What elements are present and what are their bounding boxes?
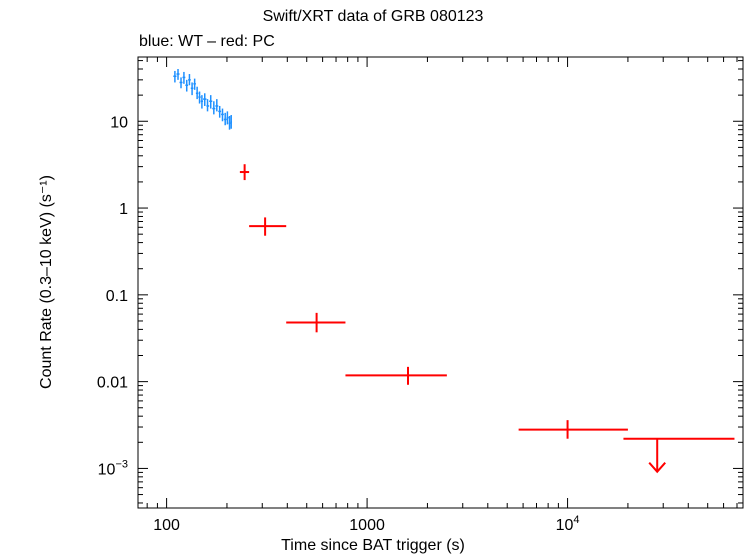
data-point [249,217,287,236]
y-tick-label: 10−3 [98,458,128,478]
series-layer [173,69,735,474]
data-point [239,164,250,181]
data-point [200,95,204,109]
data-point [223,112,227,126]
data-point [212,101,216,115]
data-point [203,93,207,106]
x-tick-label: 100 [153,517,180,534]
data-point [218,105,222,118]
data-point [190,82,194,96]
y-tick-label: 0.1 [106,288,128,305]
data-point [195,86,199,100]
data-point [206,99,210,112]
data-point [226,111,229,125]
data-point [228,115,231,130]
y-tick-label: 1 [119,201,128,218]
upper-limit [623,437,735,474]
data-point [182,71,186,84]
data-point [173,70,177,83]
x-axis-label: Time since BAT trigger (s) [281,537,465,554]
data-point [185,79,189,92]
data-point [221,108,224,122]
data-point [345,366,447,385]
data-point [193,78,196,90]
x-tick-label: 104 [556,514,580,534]
y-tick-label: 0.01 [97,375,128,392]
chart-title: Swift/XRT data of GRB 080123 [262,8,484,25]
plot-frame [137,56,744,509]
data-point [176,69,180,80]
series-wt [173,69,233,130]
axis-layer: 10 1 0.1 0.01 10−3 100 1000 104 [97,57,743,534]
series-pc [239,164,735,474]
data-point [230,115,233,129]
data-point [179,77,183,89]
data-point [518,420,628,439]
data-point [215,99,219,112]
x-tick-label: 1000 [349,517,385,534]
data-point [286,312,346,333]
y-tick-label: 10 [110,114,128,131]
upper-limit-arrow-head [648,462,666,474]
data-point [209,95,213,109]
chart-subtitle: blue: WT – red: PC [139,33,275,50]
data-point [188,74,191,86]
data-point [198,91,201,104]
